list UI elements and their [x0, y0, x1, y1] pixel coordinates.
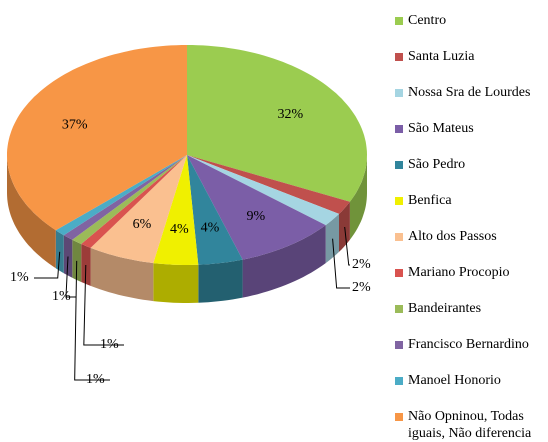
data-label: 9%	[246, 209, 265, 224]
leader-line	[83, 264, 124, 346]
data-label: 1%	[100, 337, 119, 352]
legend-swatch	[395, 53, 403, 61]
slice-side	[81, 244, 91, 286]
slice-side	[7, 155, 56, 269]
slice	[187, 155, 326, 260]
legend-swatch	[395, 17, 403, 25]
legend-label: Alto dos Passos	[408, 229, 497, 244]
legend-label: Manoel Honorio	[408, 373, 501, 388]
data-label: 4%	[201, 221, 220, 236]
legend-swatch	[395, 377, 403, 385]
slice	[55, 155, 187, 236]
legend-swatch	[395, 413, 403, 421]
legend-label: Centro	[408, 13, 447, 28]
legend-label: Mariano Procopio	[408, 265, 510, 280]
slice	[72, 155, 187, 244]
data-label: 6%	[133, 217, 152, 232]
legend-swatch	[395, 197, 403, 205]
legend-label: Bandeirantes	[408, 301, 482, 316]
data-label: 2%	[352, 280, 371, 295]
slice	[187, 155, 339, 226]
legend-swatch	[395, 89, 403, 97]
legend-label: Nossa Sra de Lourdes	[408, 85, 531, 100]
legend-swatch	[395, 125, 403, 133]
data-label: 37%	[62, 118, 88, 133]
legend-swatch	[395, 233, 403, 241]
slice-side	[55, 230, 64, 274]
legend-label: São Mateus	[408, 121, 474, 136]
slice-side	[90, 247, 154, 302]
leader-line	[65, 256, 76, 298]
slice	[187, 45, 367, 202]
data-label: 1%	[10, 270, 29, 285]
legend-swatch	[395, 341, 403, 349]
legend-label: Francisco Bernardino	[408, 337, 529, 352]
slice	[153, 155, 199, 265]
legend-label: Não Opninou, Todas iguais, Não diferenci…	[408, 409, 532, 441]
slice	[90, 155, 187, 264]
slice-side	[349, 155, 367, 240]
slice-side	[63, 235, 73, 278]
legend-label: Benfica	[408, 193, 452, 208]
slice-side	[72, 239, 82, 282]
slice	[63, 155, 187, 240]
slice-side	[339, 201, 350, 252]
data-label: 32%	[278, 107, 304, 122]
slice-side	[242, 225, 326, 298]
data-label: 1%	[52, 289, 71, 304]
data-label: 4%	[170, 222, 189, 237]
leader-line	[344, 226, 350, 266]
slice-side	[153, 263, 199, 303]
legend-swatch	[395, 269, 403, 277]
slice	[7, 45, 187, 231]
data-label: 2%	[352, 257, 371, 272]
data-label: 1%	[86, 372, 105, 387]
slice-side	[325, 213, 339, 264]
leader-line	[34, 251, 61, 279]
slice	[187, 155, 350, 214]
legend-label: Santa Luzia	[408, 49, 475, 64]
slice	[81, 155, 187, 248]
legend-swatch	[395, 161, 403, 169]
slice-side	[198, 259, 243, 303]
leader-line	[74, 260, 110, 381]
leader-line	[332, 238, 350, 289]
legend-label: São Pedro	[408, 157, 466, 172]
legend-swatch	[395, 305, 403, 313]
slice	[187, 155, 243, 265]
